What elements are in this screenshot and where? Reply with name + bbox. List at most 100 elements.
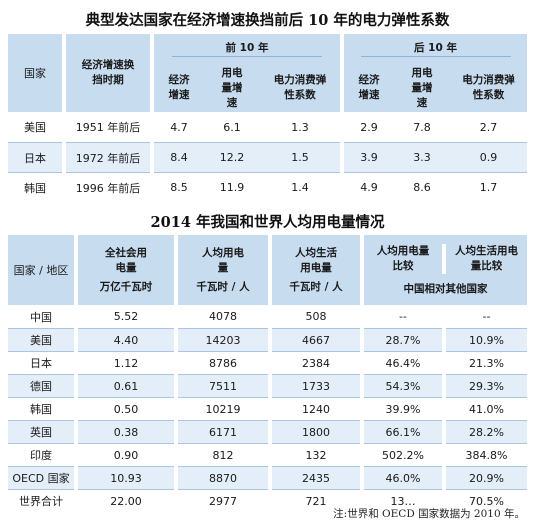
cell-value: 6171 bbox=[178, 420, 268, 443]
cell-value: 14203 bbox=[178, 328, 268, 351]
table-row: OECD 国家 10.93 8870 2435 46.0% 20.9% bbox=[8, 466, 528, 489]
cell-value: 384.8% bbox=[446, 443, 528, 466]
group-header-after: 后 10 年 bbox=[344, 34, 527, 64]
elasticity-table: 国家 经济增速换挡时期 前 10 年 后 10 年 经济增速 用电量增速 电力消… bbox=[8, 34, 527, 202]
col-header-gdp-growth: 经济增速 bbox=[344, 64, 394, 112]
cell-value: 3.9 bbox=[344, 142, 394, 172]
col-header-total: 全社会用电量 万亿千瓦时 bbox=[78, 235, 174, 305]
col-header-elasticity: 电力消费弹性系数 bbox=[260, 64, 340, 112]
row-country: 美国 bbox=[8, 328, 74, 351]
row-country: 中国 bbox=[8, 305, 74, 328]
col-header-per-capita-life: 人均生活用电量 千瓦时 / 人 bbox=[272, 235, 360, 305]
cell-value: 13… bbox=[364, 489, 442, 512]
cell-value: 2435 bbox=[272, 466, 360, 489]
cell-value: 10.9% bbox=[446, 328, 528, 351]
cell-value: 7.8 bbox=[394, 112, 450, 142]
cell-value: 28.2% bbox=[446, 420, 528, 443]
cell-value: 3.3 bbox=[394, 142, 450, 172]
cell-value: 66.1% bbox=[364, 420, 442, 443]
row-country: 日本 bbox=[8, 142, 62, 172]
row-period: 1951 年前后 bbox=[66, 112, 150, 142]
cell-value: 4078 bbox=[178, 305, 268, 328]
cell-value: 0.38 bbox=[78, 420, 174, 443]
cell-value: 39.9% bbox=[364, 397, 442, 420]
cell-value: 8.6 bbox=[394, 172, 450, 202]
cell-value: 46.4% bbox=[364, 351, 442, 374]
cell-value: 721 bbox=[272, 489, 360, 512]
row-country: OECD 国家 bbox=[8, 466, 74, 489]
cell-value: 10.93 bbox=[78, 466, 174, 489]
table-row: 美国 1951 年前后 4.7 6.1 1.3 2.9 7.8 2.7 bbox=[8, 112, 527, 142]
cell-value: 4.40 bbox=[78, 328, 174, 351]
cell-value: 8870 bbox=[178, 466, 268, 489]
cell-value: 41.0% bbox=[446, 397, 528, 420]
col-header-period: 经济增速换挡时期 bbox=[66, 34, 150, 112]
col-header-ratio-group: 人均用电量比较 人均生活用电量比较 中国相对其他国家 bbox=[364, 235, 528, 305]
cell-value: -- bbox=[446, 305, 528, 328]
col-header-country: 国家 / 地区 bbox=[8, 235, 74, 305]
col-header-country: 国家 bbox=[8, 34, 62, 112]
col-header-per-capita: 人均用电量 千瓦时 / 人 bbox=[178, 235, 268, 305]
cell-value: 5.52 bbox=[78, 305, 174, 328]
cell-value: 70.5% bbox=[446, 489, 528, 512]
cell-value: 1240 bbox=[272, 397, 360, 420]
row-period: 1996 年前后 bbox=[66, 172, 150, 202]
cell-value: 4667 bbox=[272, 328, 360, 351]
cell-value: 2.9 bbox=[344, 112, 394, 142]
row-country: 世界合计 bbox=[8, 489, 74, 512]
cell-value: 54.3% bbox=[364, 374, 442, 397]
ratio-subheader: 中国相对其他国家 bbox=[403, 282, 488, 295]
row-period: 1972 年前后 bbox=[66, 142, 150, 172]
row-country: 韩国 bbox=[8, 397, 74, 420]
row-country: 日本 bbox=[8, 351, 74, 374]
table-row: 美国 4.40 14203 4667 28.7% 10.9% bbox=[8, 328, 528, 351]
cell-value: 812 bbox=[178, 443, 268, 466]
row-country: 美国 bbox=[8, 112, 62, 142]
table-row: 日本 1972 年前后 8.4 12.2 1.5 3.9 3.3 0.9 bbox=[8, 142, 527, 172]
col-header-ratio: 人均用电量比较 bbox=[376, 244, 430, 272]
cell-value: 4.7 bbox=[154, 112, 204, 142]
cell-value: 1.5 bbox=[260, 142, 340, 172]
cell-value: 7511 bbox=[178, 374, 268, 397]
per-capita-table: 国家 / 地区 全社会用电量 万亿千瓦时 人均用电量 千瓦时 / 人 人均生活用… bbox=[8, 235, 528, 512]
cell-value: 1733 bbox=[272, 374, 360, 397]
cell-value: 6.1 bbox=[204, 112, 260, 142]
cell-value: 508 bbox=[272, 305, 360, 328]
cell-value: 28.7% bbox=[364, 328, 442, 351]
cell-value: -- bbox=[364, 305, 442, 328]
row-country: 韩国 bbox=[8, 172, 62, 202]
table-row: 韩国 0.50 10219 1240 39.9% 41.0% bbox=[8, 397, 528, 420]
cell-value: 502.2% bbox=[364, 443, 442, 466]
table-row: 韩国 1996 年前后 8.5 11.9 1.4 4.9 8.6 1.7 bbox=[8, 172, 527, 202]
col-header-gdp-growth: 经济增速 bbox=[154, 64, 204, 112]
cell-value: 1.4 bbox=[260, 172, 340, 202]
unit-per-capita: 千瓦时 / 人 bbox=[196, 280, 250, 293]
cell-value: 2384 bbox=[272, 351, 360, 374]
cell-value: 0.61 bbox=[78, 374, 174, 397]
footnote: 注:世界和 OECD 国家数据为 2010 年。 bbox=[333, 508, 525, 520]
table1-title: 典型发达国家在经济增速换挡前后 10 年的电力弹性系数 bbox=[85, 12, 450, 29]
table-row: 日本 1.12 8786 2384 46.4% 21.3% bbox=[8, 351, 528, 374]
cell-value: 8.4 bbox=[154, 142, 204, 172]
cell-value: 132 bbox=[272, 443, 360, 466]
cell-value: 1.7 bbox=[450, 172, 527, 202]
col-header-power-growth: 用电量增速 bbox=[394, 64, 450, 112]
table-row: 中国 5.52 4078 508 -- -- bbox=[8, 305, 528, 328]
row-country: 英国 bbox=[8, 420, 74, 443]
cell-value: 20.9% bbox=[446, 466, 528, 489]
cell-value: 21.3% bbox=[446, 351, 528, 374]
cell-value: 1.3 bbox=[260, 112, 340, 142]
cell-value: 0.90 bbox=[78, 443, 174, 466]
col-header-power-growth: 用电量增速 bbox=[204, 64, 260, 112]
unit-per-capita-life: 千瓦时 / 人 bbox=[289, 280, 343, 293]
cell-value: 1800 bbox=[272, 420, 360, 443]
cell-value: 46.0% bbox=[364, 466, 442, 489]
group-header-before: 前 10 年 bbox=[154, 34, 340, 64]
cell-value: 8.5 bbox=[154, 172, 204, 202]
table2-title: 2014 年我国和世界人均用电量情况 bbox=[150, 214, 385, 231]
cell-value: 2.7 bbox=[450, 112, 527, 142]
table-row: 世界合计 22.00 2977 721 13… 70.5% bbox=[8, 489, 528, 512]
table-row: 印度 0.90 812 132 502.2% 384.8% bbox=[8, 443, 528, 466]
cell-value: 10219 bbox=[178, 397, 268, 420]
cell-value: 11.9 bbox=[204, 172, 260, 202]
